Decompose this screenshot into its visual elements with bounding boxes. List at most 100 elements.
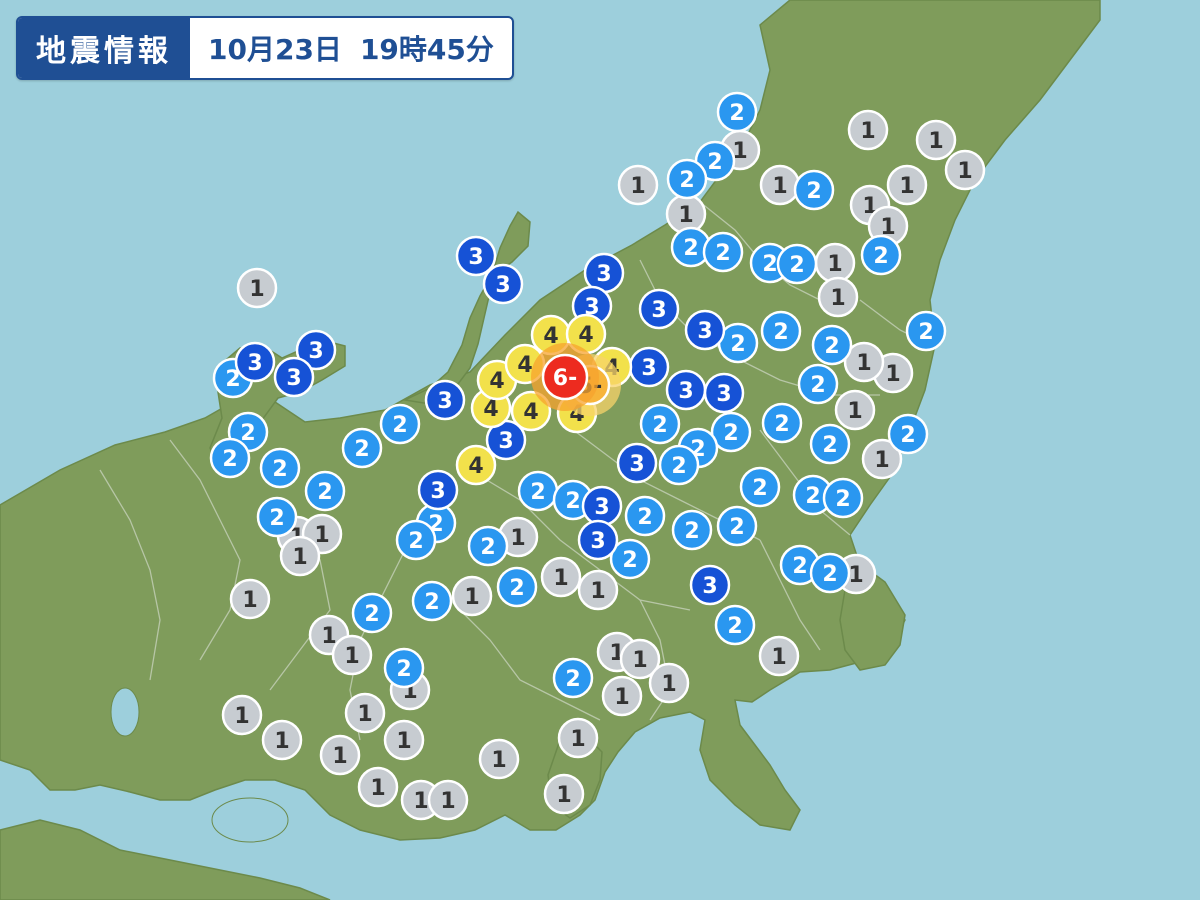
intensity-label: 3 (308, 339, 323, 364)
intensity-circle (383, 719, 425, 761)
intensity-label: 3 (495, 273, 510, 298)
intensity-label: 1 (396, 729, 411, 754)
intensity-marker-2: 2 (670, 226, 712, 268)
intensity-marker-2: 2 (467, 525, 509, 567)
intensity-label: 2 (715, 241, 730, 266)
intensity-marker-4: 4 (455, 444, 497, 486)
intensity-circle (860, 234, 902, 276)
intensity-circle (552, 657, 594, 699)
intensity-marker-1: 1 (915, 119, 957, 161)
intensity-circle (817, 276, 859, 318)
intensity-circle (319, 734, 361, 776)
intensity-circle (234, 341, 276, 383)
intensity-marker-1: 1 (843, 341, 885, 383)
intensity-marker-2: 2 (739, 466, 781, 508)
intensity-label: 3 (641, 356, 656, 381)
intensity-label: 2 (789, 253, 804, 278)
intensity-marker-3: 3 (455, 235, 497, 277)
intensity-circle (451, 575, 493, 617)
intensity-label: 1 (249, 277, 264, 302)
intensity-label: 2 (810, 373, 825, 398)
intensity-marker-4: 4 (565, 313, 607, 355)
intensity-circle (861, 438, 903, 480)
intensity-label: 1 (413, 789, 428, 814)
header-datetime: 10月23日 19時45分 (190, 18, 512, 78)
intensity-marker-3: 3 (295, 329, 337, 371)
intensity-marker-2: 2 (809, 552, 851, 594)
intensity-circle (716, 505, 758, 547)
intensity-label: 4 (523, 400, 538, 425)
intensity-label: 4 (468, 454, 483, 479)
intensity-marker-2: 2 (716, 91, 758, 133)
intensity-circle (619, 638, 661, 680)
intensity-marker-2: 2 (658, 444, 700, 486)
intensity-circle (344, 692, 386, 734)
intensity-label: 2 (792, 554, 807, 579)
southwest-land (0, 819, 331, 900)
intensity-circle (639, 403, 681, 445)
intensity-label: 2 (225, 367, 240, 392)
intensity-marker-1: 1 (261, 719, 303, 761)
intensity-circle (229, 578, 271, 620)
intensity-circle (221, 694, 263, 736)
intensity-marker-1: 1 (834, 389, 876, 431)
intensity-circle (357, 766, 399, 808)
intensity-marker-2: 2 (304, 470, 346, 512)
intensity-circle (331, 634, 373, 676)
intensity-label: 4 (483, 397, 498, 422)
intensity-label: 1 (570, 727, 585, 752)
intensity-marker-2: 2 (793, 169, 835, 211)
intensity-label: 3 (590, 529, 605, 554)
intensity-label: 2 (480, 535, 495, 560)
intensity-label: 2 (364, 602, 379, 627)
intensity-marker-2: 2 (209, 437, 251, 479)
intensity-label: 2 (565, 667, 580, 692)
intensity-marker-1: 1 (814, 242, 856, 284)
intensity-label: 3 (437, 389, 452, 414)
intensity-circle (809, 423, 851, 465)
intensity-label: 4 (543, 324, 558, 349)
intensity-label: 1 (357, 702, 372, 727)
intensity-circle (847, 109, 889, 151)
intensity-label: 2 (652, 413, 667, 438)
intensity-marker-2: 2 (666, 158, 708, 200)
intensity-label: 2 (727, 614, 742, 639)
intensity-label: 1 (899, 174, 914, 199)
intensity-marker-2: 2 (779, 544, 821, 586)
intensity-label: 1 (314, 523, 329, 548)
intensity-label: 3 (584, 295, 599, 320)
intensity-circle (761, 402, 803, 444)
intensity-label: 3 (651, 298, 666, 323)
intensity-marker-1: 1 (817, 276, 859, 318)
intensity-circle (638, 288, 680, 330)
intensity-label: 2 (729, 515, 744, 540)
intensity-circle (467, 525, 509, 567)
intensity-marker-1: 1 (451, 575, 493, 617)
intensity-label: 1 (242, 588, 257, 613)
intensity-label: 2 (822, 433, 837, 458)
intensity-marker-1: 1 (543, 773, 585, 815)
intensity-marker-3: 3 (577, 519, 619, 561)
intensity-marker-6-: 6- (531, 343, 599, 411)
intensity-marker-2: 2 (379, 403, 421, 445)
intensity-marker-2: 2 (714, 604, 756, 646)
intensity-marker-1: 1 (383, 719, 425, 761)
intensity-label: 3 (286, 366, 301, 391)
intensity-circle (658, 444, 700, 486)
intensity-label: 1 (464, 585, 479, 610)
intensity-marker-2: 2 (761, 402, 803, 444)
intensity-label: 1 (292, 545, 307, 570)
intensity-circle (541, 353, 589, 401)
intensity-label: 3 (697, 319, 712, 344)
intensity-circle (793, 169, 835, 211)
intensity-marker-2: 2 (671, 509, 713, 551)
intensity-marker-3: 3 (638, 288, 680, 330)
intensity-label: 2 (773, 320, 788, 345)
header-date: 10月23日 (208, 33, 342, 66)
intensity-label: 1 (553, 566, 568, 591)
intensity-circle (383, 647, 425, 689)
intensity-label: 3 (430, 479, 445, 504)
intensity-label: 2 (272, 457, 287, 482)
intensity-circle (710, 411, 752, 453)
